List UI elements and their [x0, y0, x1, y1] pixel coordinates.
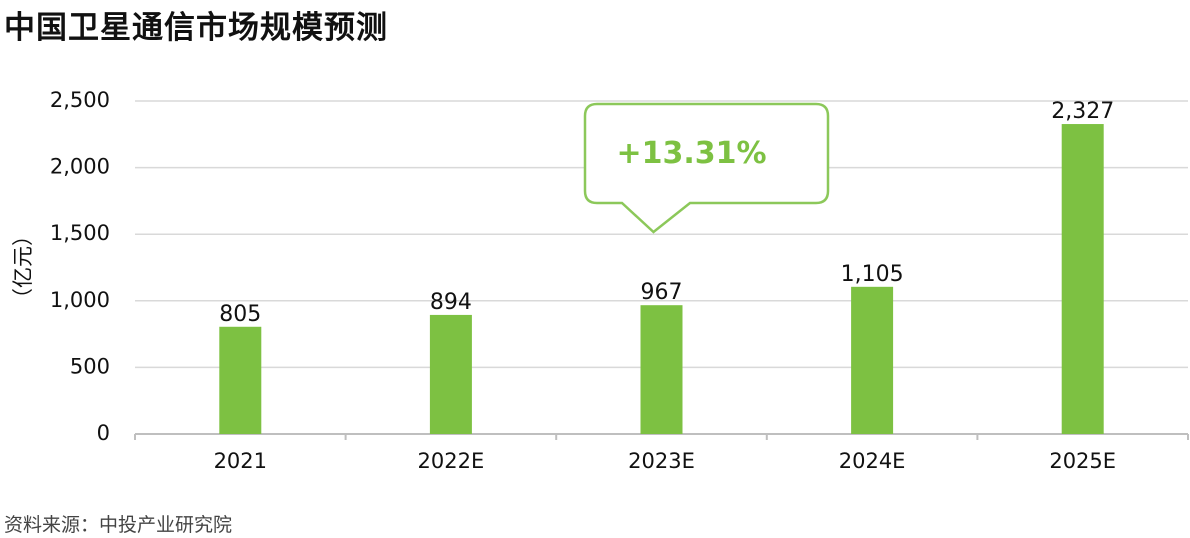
growth-callout: +13.31%	[583, 102, 830, 234]
bar-2025E	[1061, 124, 1104, 434]
data-label: 894	[430, 290, 472, 315]
y-tick-label: 1,500	[50, 221, 110, 245]
y-tick-label: 2,000	[50, 155, 110, 179]
y-tick-label: 0	[97, 421, 110, 445]
callout-bubble	[583, 102, 830, 234]
x-tick-label: 2024E	[839, 449, 906, 473]
data-label: 2,327	[1051, 99, 1114, 124]
y-tick-label: 500	[70, 354, 110, 378]
y-tick-label: 2,500	[50, 88, 110, 112]
source-note: 资料来源：中投产业研究院	[4, 514, 233, 536]
data-label: 1,105	[841, 262, 904, 287]
bar-2024E	[851, 286, 894, 434]
y-tick-label: 1,000	[50, 288, 110, 312]
x-tick-label: 2023E	[628, 449, 695, 473]
page-title: 中国卫星通信市场规模预测	[4, 10, 388, 46]
bars	[219, 124, 1104, 434]
bar-2023E	[640, 305, 683, 434]
x-tick-label: 2025E	[1049, 449, 1116, 473]
x-tick-label: 2022E	[418, 449, 485, 473]
data-labels: 805 894 967 1,105 2,327	[219, 99, 1114, 327]
bar-2021	[219, 326, 262, 434]
y-axis-label: （亿元）	[11, 225, 35, 309]
x-tick-label: 2021	[214, 449, 267, 473]
x-tick-labels: 2021 2022E 2023E 2024E 2025E	[214, 449, 1116, 473]
callout-text: +13.31%	[616, 136, 766, 171]
data-label: 967	[641, 280, 683, 305]
data-label: 805	[219, 302, 261, 327]
y-tick-labels: 0 500 1,000 1,500 2,000 2,500	[50, 88, 110, 445]
bar-2022E	[429, 314, 472, 434]
